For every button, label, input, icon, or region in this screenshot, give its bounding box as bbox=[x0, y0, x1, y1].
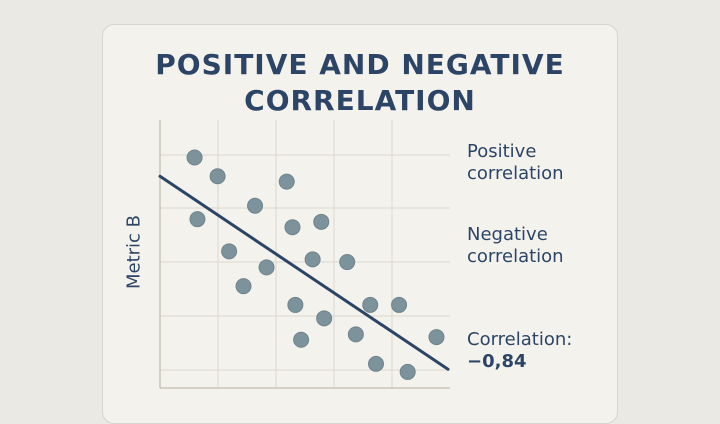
scatter-point-15 bbox=[362, 296, 379, 313]
chart-card: POSITIVE AND NEGATIVE CORRELATION bbox=[102, 24, 618, 424]
chart-title: POSITIVE AND NEGATIVE CORRELATION bbox=[103, 47, 617, 119]
legend-correlation: Correlation: −0,84 bbox=[467, 329, 572, 373]
scatter-point-5 bbox=[189, 211, 206, 228]
scatter-point-2 bbox=[209, 168, 226, 185]
scatter-point-10 bbox=[304, 251, 321, 268]
scatter-point-9 bbox=[258, 259, 275, 276]
correlation-label: Correlation: bbox=[467, 329, 573, 350]
scatter-point-7 bbox=[313, 213, 330, 230]
scatter-point-20 bbox=[399, 363, 416, 380]
scatter-point-8 bbox=[221, 243, 238, 260]
legend-positive-line-1: Positive bbox=[467, 141, 537, 162]
legend-positive-line-2: correlation bbox=[467, 163, 564, 184]
scatter-point-14 bbox=[316, 310, 333, 327]
scatter-point-6 bbox=[284, 219, 301, 236]
legend-negative-line-1: Negative bbox=[467, 224, 548, 245]
scatter-point-13 bbox=[287, 296, 304, 313]
chart-title-line-1: POSITIVE AND NEGATIVE bbox=[155, 48, 565, 81]
correlation-value: −0,84 bbox=[467, 351, 527, 372]
scatter-point-21 bbox=[428, 329, 445, 346]
scatter-point-18 bbox=[347, 326, 364, 343]
scatter-point-16 bbox=[391, 296, 408, 313]
legend-positive: Positive correlation bbox=[467, 141, 564, 185]
scatter-point-17 bbox=[293, 331, 310, 348]
legend-negative-line-2: correlation bbox=[467, 246, 564, 267]
scatter-point-3 bbox=[247, 197, 264, 214]
y-axis-label: Metric B bbox=[123, 214, 145, 290]
legend-negative: Negative correlation bbox=[467, 224, 564, 268]
scatter-point-12 bbox=[235, 278, 252, 295]
trend-line bbox=[158, 174, 450, 371]
scatter-plot bbox=[158, 120, 450, 389]
chart-title-line-2: CORRELATION bbox=[244, 84, 476, 117]
scatter-point-1 bbox=[186, 149, 203, 166]
scatter-point-4 bbox=[278, 173, 295, 190]
scatter-point-19 bbox=[368, 355, 384, 372]
scatter-point-11 bbox=[339, 254, 356, 271]
